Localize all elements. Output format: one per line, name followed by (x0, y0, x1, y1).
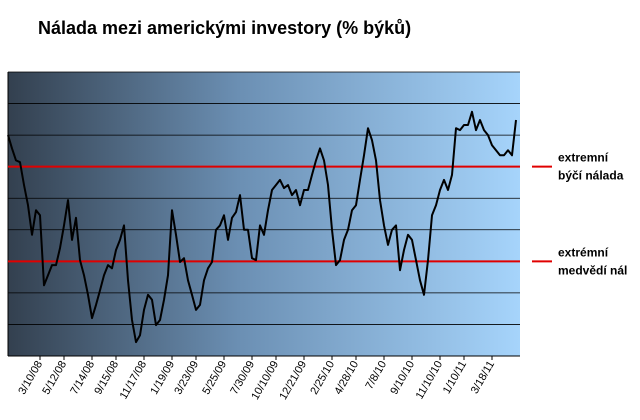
data-line (7, 110, 517, 344)
annotation: extrémní (558, 245, 609, 259)
annotation: extremní (558, 151, 609, 165)
plot-area (8, 72, 520, 356)
x-tick-label: 3/18/11 (469, 359, 497, 396)
x-tick-label: 5/12/08 (40, 359, 69, 397)
x-tick-label: 11/17/08 (118, 359, 149, 401)
x-tick-label: 9/10/10 (388, 359, 417, 397)
x-tick-label: 7/8/10 (363, 359, 389, 391)
x-tick-label: 12/21/09 (277, 359, 309, 402)
x-tick-label: 9/15/08 (92, 359, 121, 397)
x-tick-label: 4/28/10 (332, 359, 361, 397)
x-tick-label: 5/25/09 (200, 359, 229, 397)
annotation: medvědí nál (558, 263, 627, 277)
x-tick-label: 11/10/10 (414, 359, 445, 401)
x-tick-label: 3/23/09 (172, 359, 201, 397)
x-tick-label: 1/10/11 (441, 359, 469, 396)
annotation: býčí nálada (558, 169, 624, 183)
chart-title: Nálada mezi americkými investory (% býků… (38, 18, 411, 38)
